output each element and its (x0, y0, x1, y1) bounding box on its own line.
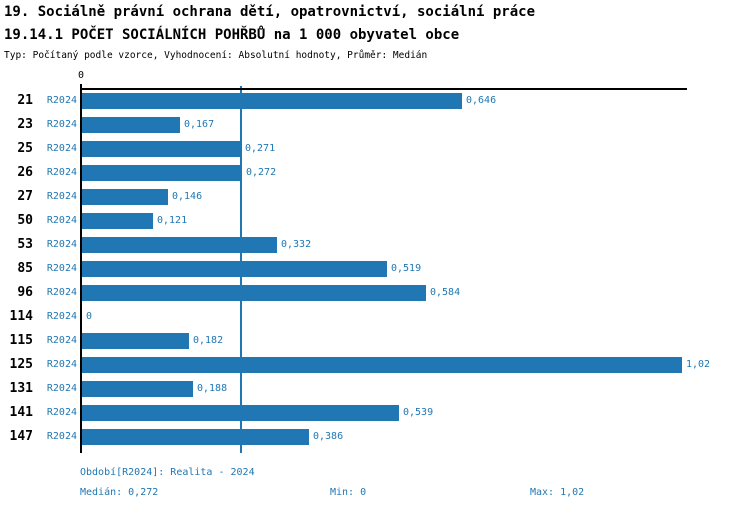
category-label: 50 (17, 213, 33, 228)
chart-subtitle: Typ: Počítaný podle vzorce, Vyhodnocení:… (4, 50, 428, 61)
x-axis-zero-tick-label: 0 (77, 70, 85, 81)
series-period-label: R2024 (46, 167, 77, 178)
category-label: 147 (9, 429, 33, 444)
bar-value-label: 0,271 (245, 143, 276, 154)
bar-value-label: 0,646 (466, 95, 497, 106)
category-label: 21 (17, 93, 33, 108)
value-bar (82, 381, 193, 397)
series-period-label: R2024 (46, 143, 77, 154)
bar-value-label: 1,02 (686, 359, 711, 370)
category-label: 131 (9, 381, 33, 396)
chart-title-line1: 19. Sociálně právní ochrana dětí, opatro… (4, 4, 536, 20)
category-label: 115 (9, 333, 33, 348)
value-bar (82, 117, 180, 133)
bar-value-label: 0,519 (391, 263, 422, 274)
chart-row: 27 R2024 0,146 (0, 189, 750, 205)
chart-title-line2: 19.14.1 POČET SOCIÁLNÍCH POHŘBŮ na 1 000… (4, 27, 460, 43)
bar-value-label: 0,121 (157, 215, 188, 226)
footer-median-label: Medián: 0,272 (80, 487, 159, 498)
category-label: 23 (17, 117, 33, 132)
series-period-label: R2024 (46, 239, 77, 250)
y-axis-line (80, 84, 82, 453)
chart-row: 96 R2024 0,584 (0, 285, 750, 301)
category-label: 141 (9, 405, 33, 420)
chart-row: 53 R2024 0,332 (0, 237, 750, 253)
bar-value-label: 0,539 (403, 407, 434, 418)
value-bar (82, 429, 309, 445)
series-period-label: R2024 (46, 431, 77, 442)
chart-row: 85 R2024 0,519 (0, 261, 750, 277)
chart-row: 131 R2024 0,188 (0, 381, 750, 397)
value-bar (82, 189, 168, 205)
series-period-label: R2024 (46, 311, 77, 322)
chart-row: 125 R2024 1,02 (0, 357, 750, 373)
bar-value-label: 0,584 (430, 287, 461, 298)
chart-row: 23 R2024 0,167 (0, 117, 750, 133)
series-period-label: R2024 (46, 119, 77, 130)
category-label: 25 (17, 141, 33, 156)
series-period-label: R2024 (46, 407, 77, 418)
value-bar (82, 261, 387, 277)
chart-row: 50 R2024 0,121 (0, 213, 750, 229)
bar-value-label: 0,272 (246, 167, 277, 178)
bar-value-label: 0,188 (197, 383, 228, 394)
chart-row: 115 R2024 0,182 (0, 333, 750, 349)
value-bar (82, 357, 682, 373)
value-bar (82, 165, 242, 181)
chart-row: 114 R2024 0 (0, 309, 750, 325)
bar-value-label: 0,167 (184, 119, 215, 130)
chart-row: 25 R2024 0,271 (0, 141, 750, 157)
value-bar (82, 405, 399, 421)
value-bar (82, 141, 241, 157)
category-label: 53 (17, 237, 33, 252)
value-bar (82, 237, 277, 253)
chart-row: 141 R2024 0,539 (0, 405, 750, 421)
category-label: 114 (9, 309, 33, 324)
series-period-label: R2024 (46, 95, 77, 106)
category-label: 125 (9, 357, 33, 372)
category-label: 27 (17, 189, 33, 204)
chart-row: 21 R2024 0,646 (0, 93, 750, 109)
category-label: 96 (17, 285, 33, 300)
series-period-label: R2024 (46, 335, 77, 346)
value-bar (82, 285, 426, 301)
footer-period-label: Období[R2024]: Realita - 2024 (80, 467, 255, 478)
footer-max-label: Max: 1,02 (530, 487, 585, 498)
value-bar (82, 333, 189, 349)
bar-value-label: 0,332 (281, 239, 312, 250)
category-label: 26 (17, 165, 33, 180)
series-period-label: R2024 (46, 215, 77, 226)
bar-value-label: 0,386 (313, 431, 344, 442)
x-axis-line (80, 88, 687, 90)
series-period-label: R2024 (46, 383, 77, 394)
series-period-label: R2024 (46, 287, 77, 298)
footer-min-label: Min: 0 (330, 487, 367, 498)
value-bar (82, 213, 153, 229)
bar-value-label: 0,182 (193, 335, 224, 346)
chart-row: 147 R2024 0,386 (0, 429, 750, 445)
value-bar (82, 93, 462, 109)
bar-value-label: 0 (86, 311, 93, 322)
series-period-label: R2024 (46, 191, 77, 202)
series-period-label: R2024 (46, 359, 77, 370)
bar-value-label: 0,146 (172, 191, 203, 202)
series-period-label: R2024 (46, 263, 77, 274)
chart-row: 26 R2024 0,272 (0, 165, 750, 181)
category-label: 85 (17, 261, 33, 276)
